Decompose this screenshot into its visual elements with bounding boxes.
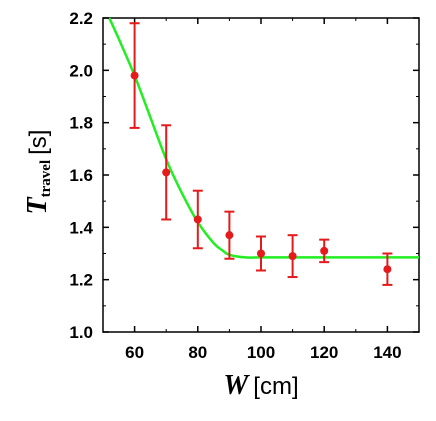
y-tick-label: 2.2 bbox=[69, 9, 93, 28]
data-point bbox=[257, 249, 265, 258]
plot-frame bbox=[102, 17, 420, 333]
y-axis-subscript: travel bbox=[38, 160, 54, 197]
y-tick-label: 1.0 bbox=[69, 323, 93, 342]
ticks-layer: 1.0 1.2 1.4 1.6 1.8 2.0 2.2 60 80 100 120 140 bbox=[69, 9, 419, 362]
x-axis-symbol: W bbox=[223, 370, 250, 401]
y-axis-label: Ttravel [s] bbox=[22, 130, 54, 215]
data-point bbox=[193, 215, 202, 224]
y-tick-label: 1.8 bbox=[69, 114, 93, 133]
data-point bbox=[162, 168, 171, 177]
x-tick-label: 140 bbox=[373, 343, 401, 362]
y-tick-label: 2.0 bbox=[69, 61, 93, 80]
y-tick-label: 1.4 bbox=[69, 218, 93, 237]
x-tick-label: 100 bbox=[247, 343, 275, 362]
fit-curve bbox=[108, 17, 419, 259]
points-layer bbox=[129, 22, 393, 286]
x-tick-label: 80 bbox=[188, 343, 207, 362]
y-axis-symbol: T bbox=[22, 195, 53, 214]
x-tick-label: 60 bbox=[125, 343, 144, 362]
y-tick-label: 1.2 bbox=[69, 271, 93, 290]
x-tick-label: 120 bbox=[310, 343, 338, 362]
data-point bbox=[225, 231, 234, 240]
data-point bbox=[320, 246, 329, 255]
x-axis-label: W [cm] bbox=[223, 370, 298, 401]
data-point bbox=[383, 265, 392, 274]
x-axis-unit: [cm] bbox=[253, 373, 298, 400]
fit-layer bbox=[108, 17, 419, 259]
y-tick-label: 1.6 bbox=[69, 166, 93, 185]
data-point bbox=[130, 71, 139, 80]
y-axis-unit: [s] bbox=[25, 130, 52, 155]
data-point bbox=[288, 252, 297, 261]
